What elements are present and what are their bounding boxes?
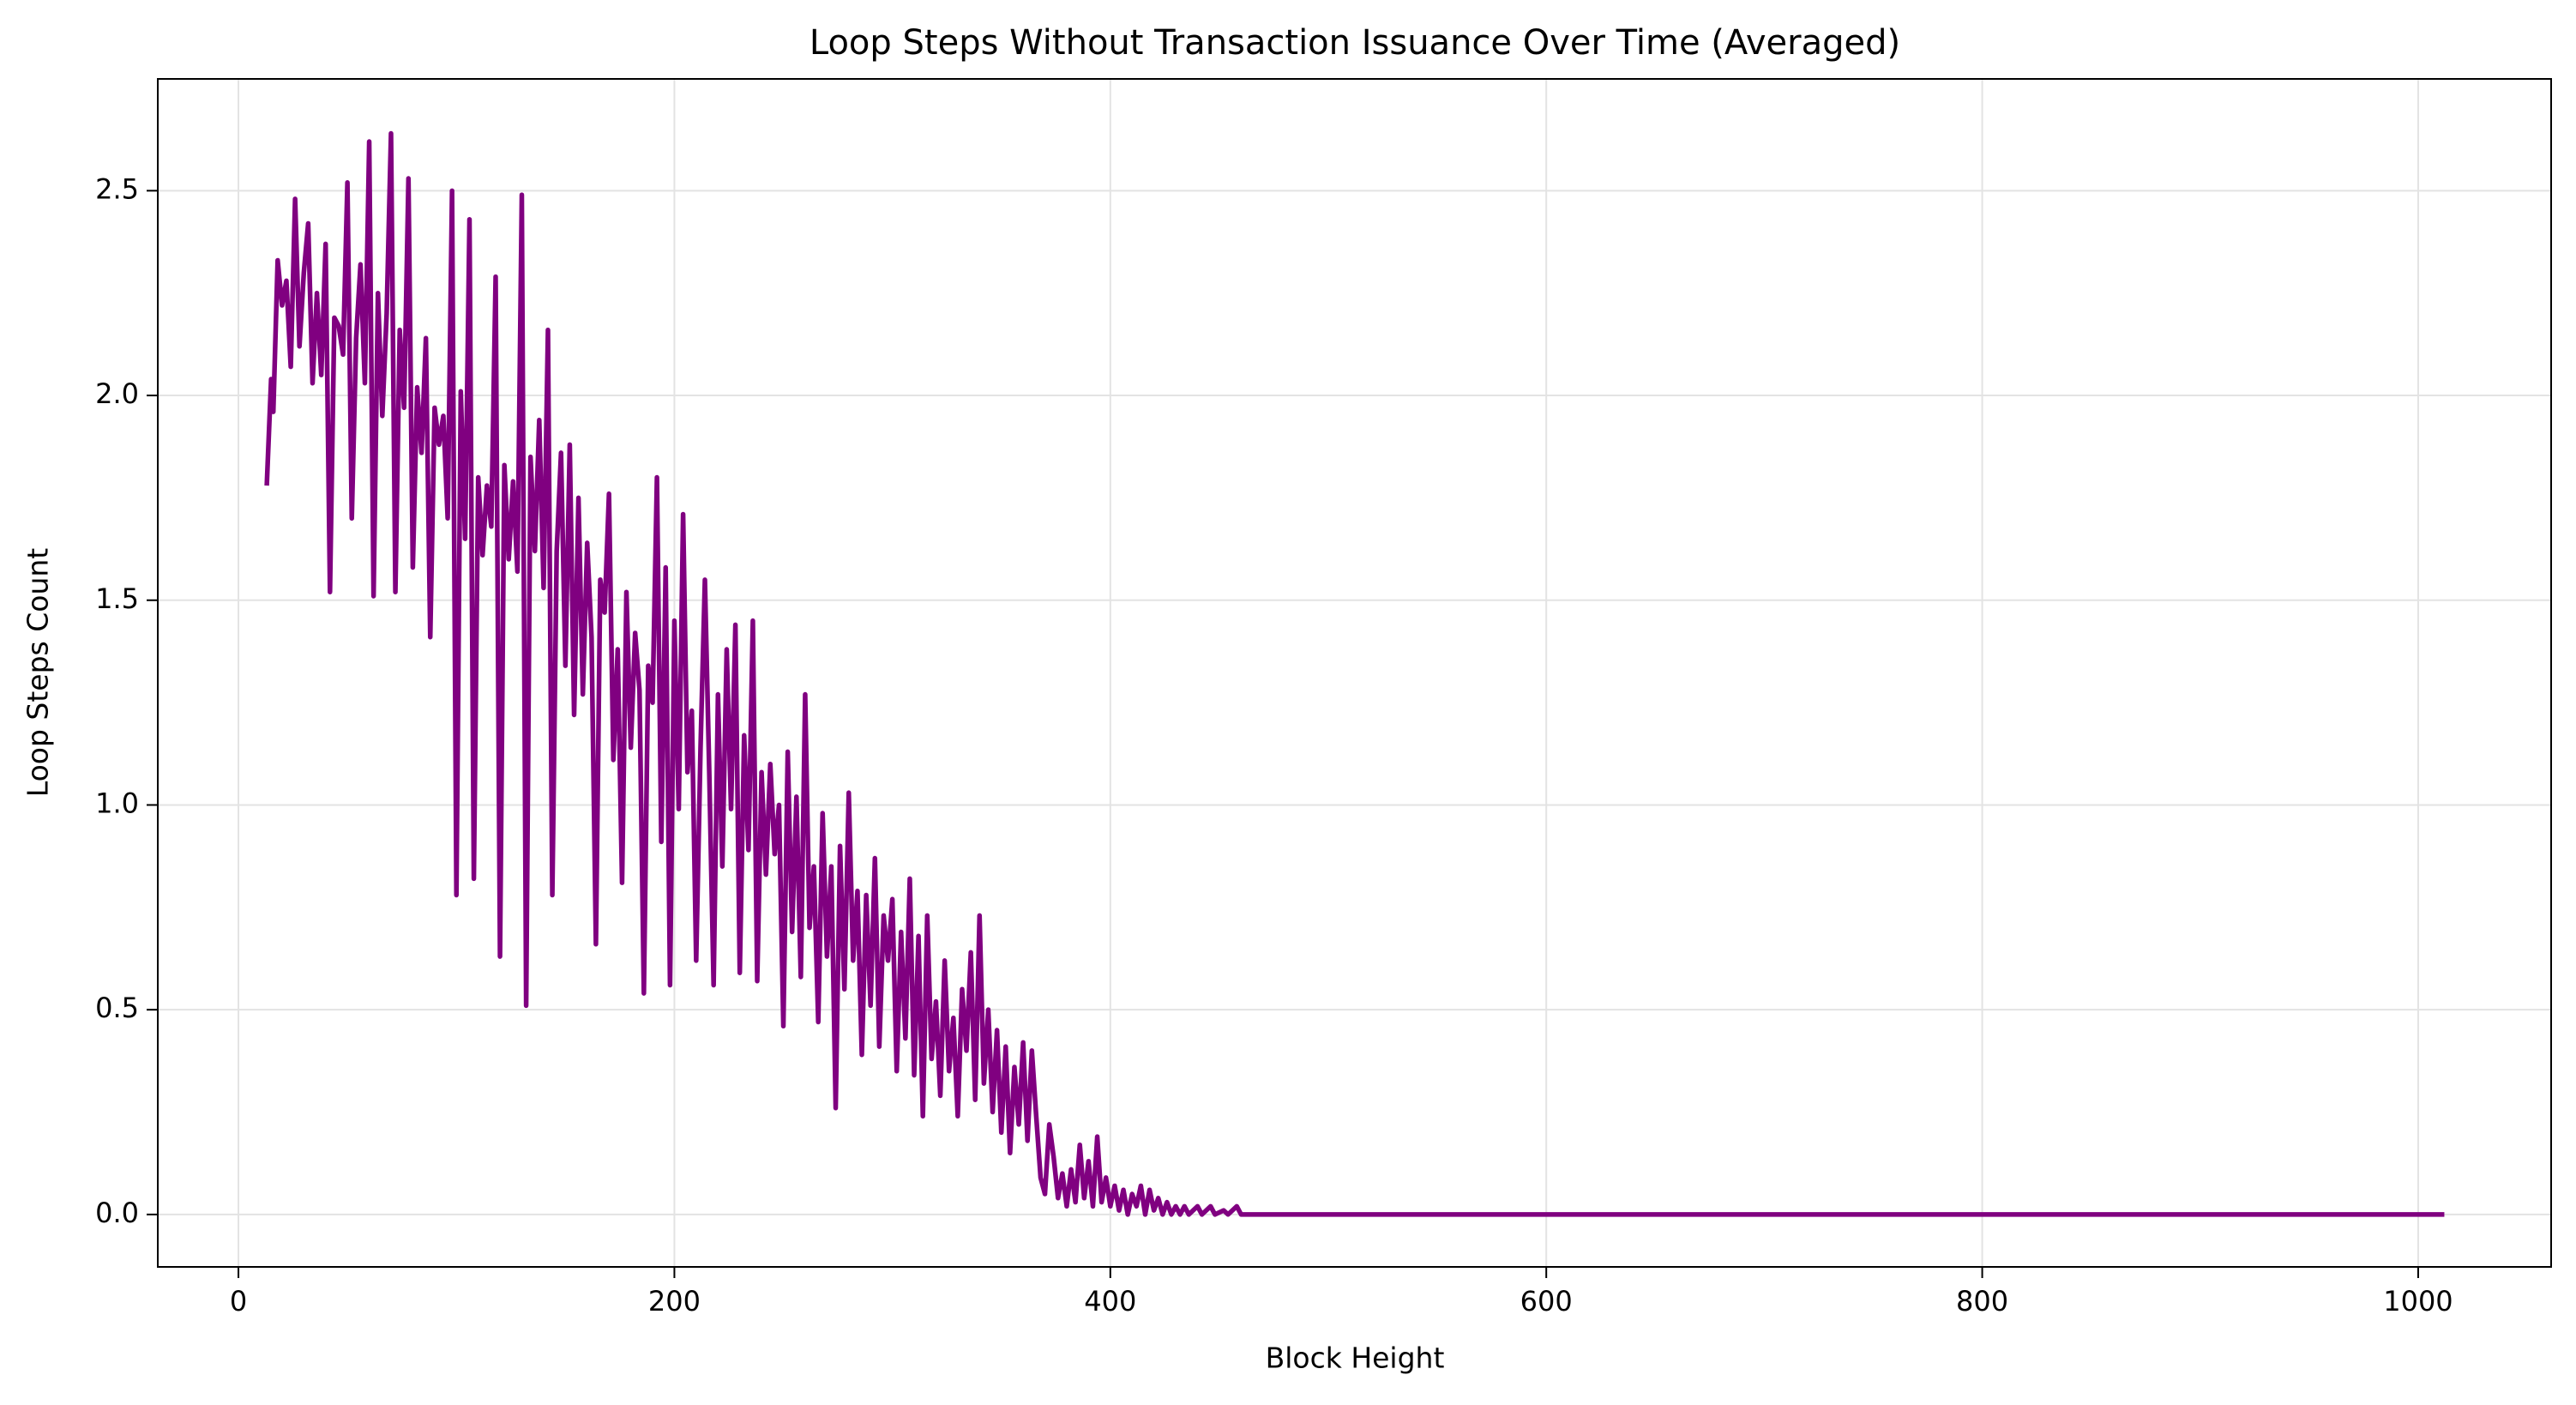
x-tick-label: 1000 bbox=[2383, 1285, 2453, 1318]
data-line bbox=[264, 130, 2445, 1217]
x-axis-label: Block Height bbox=[1266, 1342, 1445, 1375]
chart-title: Loop Steps Without Transaction Issuance … bbox=[810, 23, 1900, 63]
y-tick-label: 0.0 bbox=[95, 1197, 139, 1229]
y-axis-label: Loop Steps Count bbox=[21, 548, 55, 798]
x-tick-label: 400 bbox=[1084, 1285, 1136, 1318]
x-tick-label: 200 bbox=[648, 1285, 701, 1318]
y-tick-label: 0.5 bbox=[95, 992, 139, 1024]
y-tick-label: 1.5 bbox=[95, 582, 139, 615]
x-tick-label: 800 bbox=[1956, 1285, 2008, 1318]
x-tick-label: 0 bbox=[230, 1285, 247, 1318]
plot-frame bbox=[157, 78, 2552, 1268]
x-tick-label: 600 bbox=[1520, 1285, 1573, 1318]
y-tick-label: 2.5 bbox=[95, 172, 139, 205]
y-tick-label: 1.0 bbox=[95, 787, 139, 819]
y-tick-label: 2.0 bbox=[95, 377, 139, 410]
